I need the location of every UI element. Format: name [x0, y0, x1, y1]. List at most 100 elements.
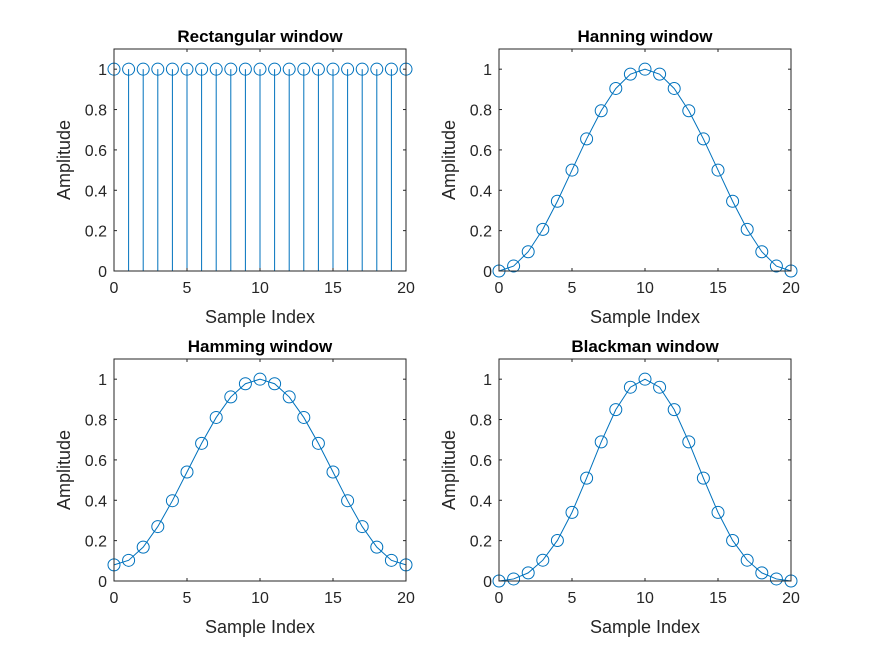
x-axis-label: Sample Index — [590, 307, 700, 327]
data-point — [696, 132, 710, 146]
data-point — [711, 163, 725, 177]
y-tick-label: 1 — [483, 62, 492, 79]
data-point — [653, 380, 667, 394]
x-axis-label: Sample Index — [205, 307, 315, 327]
data-point — [565, 505, 579, 519]
x-tick-label: 5 — [183, 590, 192, 607]
data-point — [726, 533, 740, 547]
x-tick-label: 15 — [709, 590, 727, 607]
data-point — [253, 372, 267, 386]
data-point — [209, 410, 223, 424]
data-point — [609, 403, 623, 417]
data-point — [370, 62, 384, 76]
data-point — [268, 62, 282, 76]
data-point — [536, 553, 550, 567]
data-point — [682, 104, 696, 118]
data-point — [238, 62, 252, 76]
data-point — [355, 62, 369, 76]
data-point — [224, 62, 238, 76]
x-tick-label: 10 — [251, 280, 269, 297]
x-tick-label: 10 — [636, 280, 654, 297]
y-tick-label: 0.8 — [470, 413, 492, 430]
y-tick-label: 1 — [483, 372, 492, 389]
y-axis-label: Amplitude — [54, 430, 74, 510]
data-point — [536, 222, 550, 236]
chart-title: Hanning window — [577, 27, 713, 46]
data-point — [136, 62, 150, 76]
data-point — [326, 465, 340, 479]
data-point — [521, 245, 535, 259]
data-point — [638, 372, 652, 386]
y-tick-label: 0.4 — [85, 493, 107, 510]
chart-title: Hamming window — [188, 337, 333, 356]
data-point — [384, 62, 398, 76]
x-tick-label: 20 — [397, 590, 415, 607]
data-point — [682, 435, 696, 449]
y-tick-label: 0.2 — [470, 224, 492, 241]
data-point — [384, 553, 398, 567]
y-axis-label: Amplitude — [439, 430, 459, 510]
y-tick-label: 0.6 — [470, 453, 492, 470]
data-point — [136, 540, 150, 554]
data-point — [268, 377, 282, 391]
y-tick-label: 0.6 — [470, 143, 492, 160]
x-tick-label: 0 — [110, 590, 119, 607]
data-point — [653, 67, 667, 81]
series-line — [113, 378, 407, 566]
x-tick-label: 5 — [568, 590, 577, 607]
y-tick-label: 0.6 — [85, 453, 107, 470]
data-point — [341, 494, 355, 508]
data-point — [623, 67, 637, 81]
x-tick-label: 0 — [110, 280, 119, 297]
data-point — [180, 62, 194, 76]
y-tick-label: 0.6 — [85, 143, 107, 160]
x-tick-label: 20 — [782, 590, 800, 607]
x-tick-label: 15 — [324, 280, 342, 297]
data-point — [282, 62, 296, 76]
data-point — [341, 62, 355, 76]
y-tick-label: 0.2 — [470, 534, 492, 551]
data-point — [282, 390, 296, 404]
data-point — [507, 259, 521, 273]
subplot-2: 0 5 10 15 20 0 0.2 0.4 0.6 0.8 1 Hanning window Samp… — [439, 27, 800, 327]
x-tick-label: 10 — [251, 590, 269, 607]
data-point — [253, 62, 267, 76]
x-tick-label: 5 — [183, 280, 192, 297]
data-point — [355, 520, 369, 534]
data-point — [711, 505, 725, 519]
data-point — [195, 436, 209, 450]
y-tick-label: 0 — [98, 264, 107, 281]
subplot-1: 0 5 10 15 20 0 0.2 0.4 0.6 0.8 1 Rectangular window… — [54, 27, 415, 327]
x-axis-label: Sample Index — [590, 617, 700, 637]
data-point — [180, 465, 194, 479]
data-point — [151, 520, 165, 534]
series-line — [498, 378, 792, 582]
data-point — [755, 566, 769, 580]
x-axis-label: Sample Index — [205, 617, 315, 637]
y-tick-label: 0 — [483, 574, 492, 591]
data-point — [623, 380, 637, 394]
y-tick-label: 0.2 — [85, 534, 107, 551]
data-point — [238, 377, 252, 391]
data-point — [311, 62, 325, 76]
chart-title: Blackman window — [571, 337, 719, 356]
data-point — [311, 436, 325, 450]
data-point — [638, 62, 652, 76]
data-point — [209, 62, 223, 76]
chart-title: Rectangular window — [177, 27, 343, 46]
data-point — [565, 163, 579, 177]
data-point — [609, 81, 623, 95]
x-tick-label: 0 — [495, 590, 504, 607]
y-tick-label: 0.4 — [85, 183, 107, 200]
data-point — [667, 403, 681, 417]
data-point — [696, 471, 710, 485]
data-point — [550, 194, 564, 208]
data-point — [594, 435, 608, 449]
data-point — [151, 62, 165, 76]
data-point — [165, 494, 179, 508]
data-point — [521, 566, 535, 580]
x-tick-label: 15 — [709, 280, 727, 297]
x-tick-label: 5 — [568, 280, 577, 297]
